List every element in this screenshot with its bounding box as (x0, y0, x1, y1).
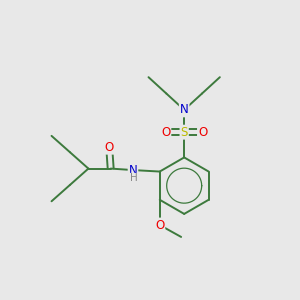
Text: H: H (130, 173, 137, 183)
Text: S: S (181, 126, 188, 139)
Text: O: O (198, 126, 207, 139)
Text: O: O (155, 218, 164, 232)
Text: N: N (180, 103, 189, 116)
Text: O: O (161, 126, 170, 139)
Text: N: N (129, 164, 137, 177)
Text: O: O (105, 141, 114, 154)
